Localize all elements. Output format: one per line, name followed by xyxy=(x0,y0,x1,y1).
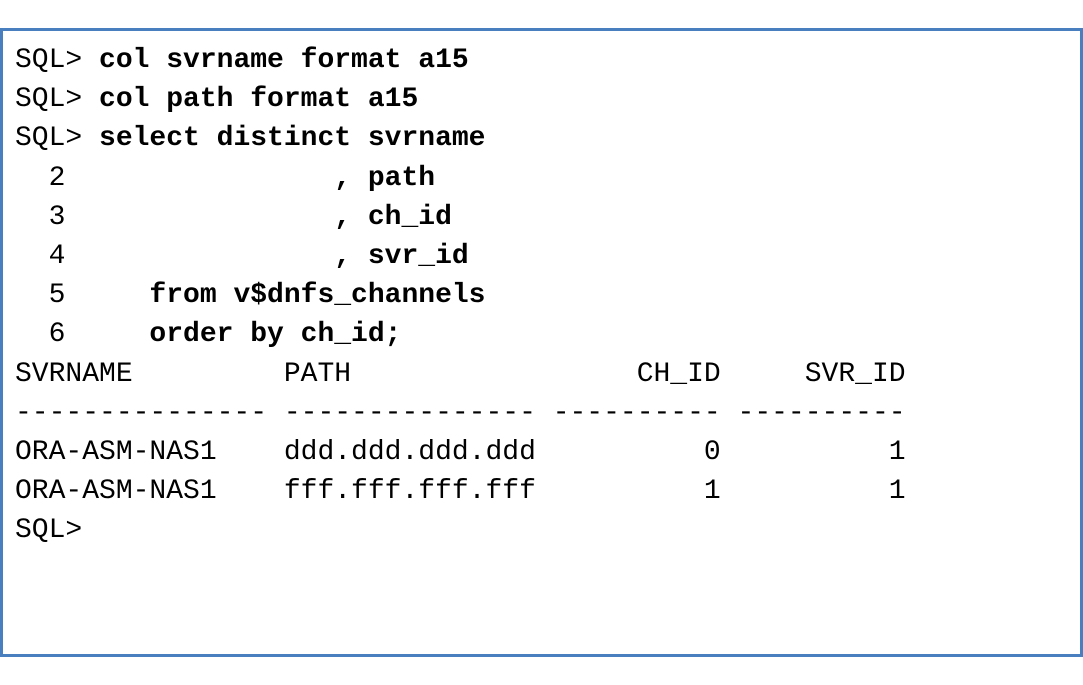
command-line: 5 from v$dnfs_channels xyxy=(15,276,1080,315)
sql-command-text: , ch_id xyxy=(99,202,452,233)
line-number: 6 xyxy=(15,319,99,350)
command-line: SQL> select distinct svrname xyxy=(15,119,1080,158)
sql-prompt: SQL> xyxy=(15,45,99,76)
sql-command-text: col svrname format a15 xyxy=(99,45,469,76)
result-row: ORA-ASM-NAS1 ddd.ddd.ddd.ddd 0 1 xyxy=(15,433,1080,472)
sql-command-text: select distinct svrname xyxy=(99,123,485,154)
command-line: SQL> col svrname format a15 xyxy=(15,41,1080,80)
line-number: 5 xyxy=(15,280,99,311)
sql-command-text: from v$dnfs_channels xyxy=(99,280,485,311)
command-line: 2 , path xyxy=(15,159,1080,198)
line-number: 2 xyxy=(15,163,99,194)
sql-command-text: order by ch_id; xyxy=(99,319,401,350)
sql-command-text: col path format a15 xyxy=(99,84,418,115)
sql-command-text: , path xyxy=(99,163,435,194)
command-line: 4 , svr_id xyxy=(15,237,1080,276)
sql-prompt-ready[interactable]: SQL> xyxy=(15,511,1080,550)
sql-command-text: , svr_id xyxy=(99,241,469,272)
sql-prompt: SQL> xyxy=(15,84,99,115)
result-header: SVRNAME PATH CH_ID SVR_ID xyxy=(15,355,1080,394)
command-line: SQL> col path format a15 xyxy=(15,80,1080,119)
sql-terminal: SQL> col svrname format a15SQL> col path… xyxy=(0,28,1083,657)
result-separator: --------------- --------------- --------… xyxy=(15,394,1080,433)
command-line: 6 order by ch_id; xyxy=(15,315,1080,354)
line-number: 3 xyxy=(15,202,99,233)
command-line: 3 , ch_id xyxy=(15,198,1080,237)
line-number: 4 xyxy=(15,241,99,272)
result-row: ORA-ASM-NAS1 fff.fff.fff.fff 1 1 xyxy=(15,472,1080,511)
sql-prompt: SQL> xyxy=(15,123,99,154)
